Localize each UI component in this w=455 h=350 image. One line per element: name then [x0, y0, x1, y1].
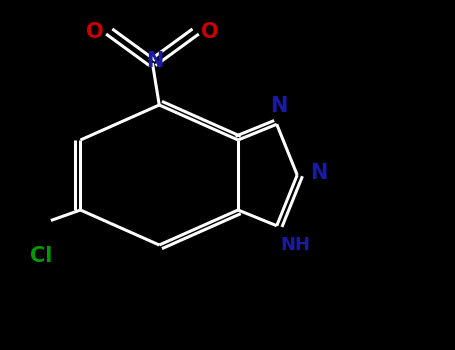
Text: O: O: [86, 21, 104, 42]
Text: N: N: [270, 96, 288, 116]
Text: NH: NH: [280, 236, 310, 254]
Text: N: N: [146, 51, 163, 71]
Text: N: N: [310, 163, 327, 183]
Text: Cl: Cl: [30, 245, 52, 266]
Text: O: O: [201, 21, 219, 42]
